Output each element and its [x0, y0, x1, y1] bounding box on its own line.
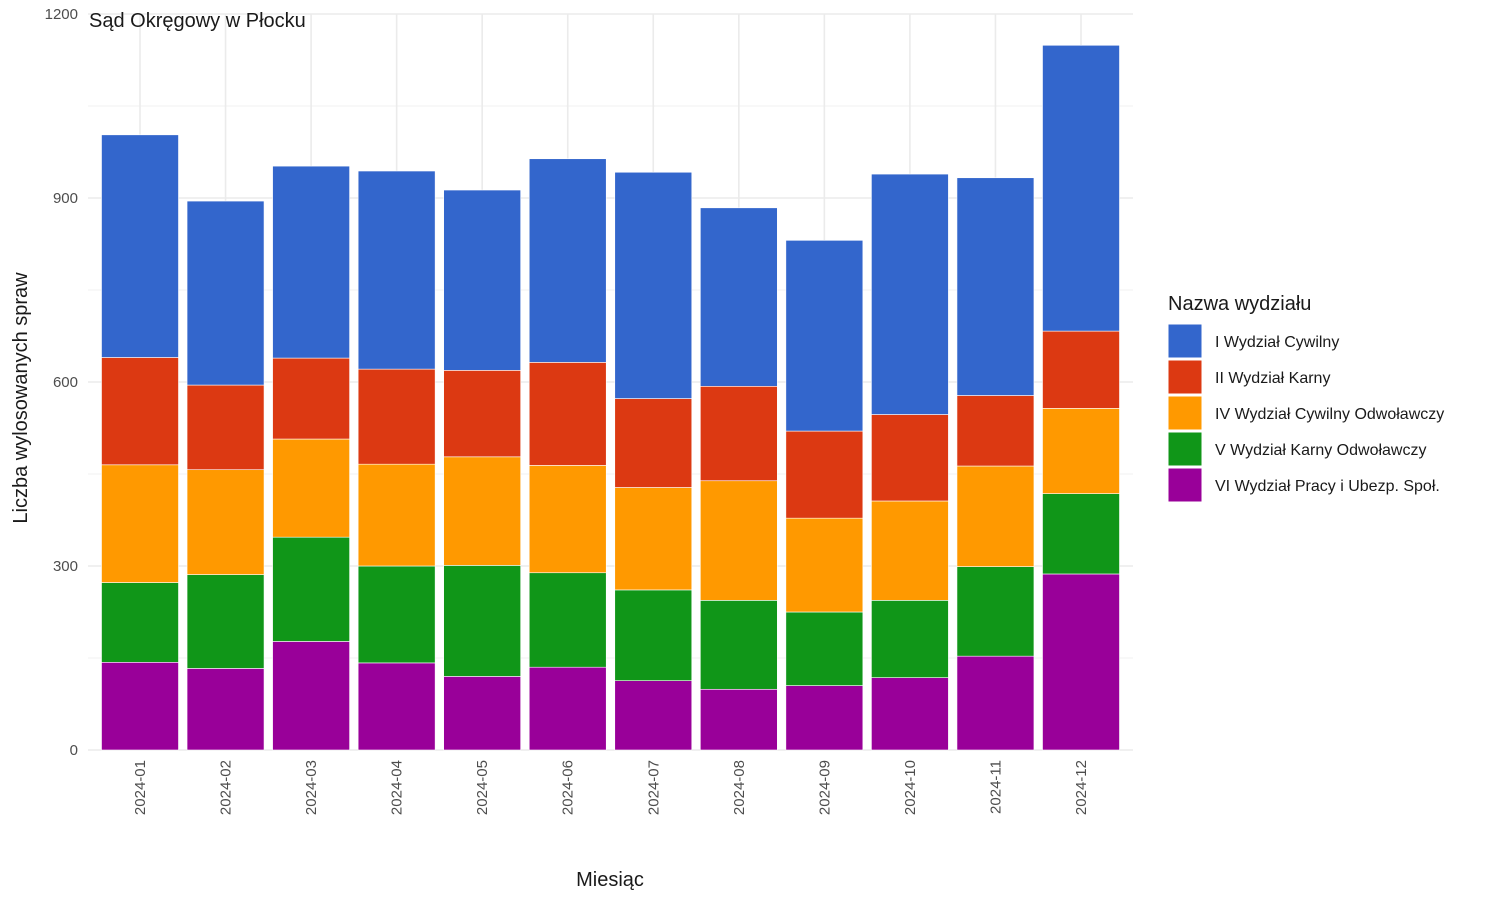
y-axis-title: Liczba wylosowanych spraw: [10, 272, 32, 524]
bar-segment: [1042, 493, 1120, 575]
bar-segment: [357, 565, 436, 664]
bar-segment: [528, 158, 607, 363]
legend-label: II Wydział Karny: [1215, 370, 1330, 387]
x-tick-label: 2024-01: [132, 760, 149, 815]
bar-segment: [785, 430, 864, 519]
bar-segment: [785, 685, 864, 751]
bar-segment: [443, 370, 521, 458]
bar-segment: [528, 465, 607, 574]
legend-key: [1167, 323, 1203, 359]
bar-segment: [956, 655, 1035, 751]
bar-segment: [700, 207, 778, 387]
legend-key: [1167, 395, 1203, 431]
bar-segment: [1042, 44, 1120, 332]
bar-segment: [614, 398, 693, 488]
legend-key: [1167, 467, 1203, 503]
y-tick-label: 600: [53, 374, 78, 391]
bar-segment: [357, 170, 436, 370]
bar-segment: [1042, 408, 1120, 494]
bar-segment: [1042, 330, 1120, 409]
x-tick-label: 2024-07: [645, 760, 662, 815]
x-axis: 2024-01 2024-02 2024-03 2024-04 2024-05 2024-…: [132, 760, 1090, 815]
bar-segment: [871, 500, 949, 601]
bar-segment: [956, 566, 1035, 657]
bar-segment: [871, 173, 949, 415]
bar-segment: [614, 680, 693, 751]
bar-segment: [357, 662, 436, 751]
bar-segment: [443, 189, 521, 371]
bar-segment: [785, 517, 864, 613]
x-tick-label: 2024-02: [218, 760, 235, 815]
bar-segment: [614, 589, 693, 681]
bar-segment: [785, 611, 864, 686]
bar-segment: [614, 487, 693, 591]
bar-segment: [186, 200, 265, 386]
bar-segment: [101, 134, 179, 358]
bar-segment: [272, 536, 350, 642]
bar-segment: [700, 688, 778, 751]
legend-key: [1167, 359, 1203, 395]
x-tick-label: 2024-12: [1073, 760, 1090, 815]
y-axis: 0 300 600 900 1200: [45, 6, 78, 759]
bar-segment: [528, 572, 607, 668]
y-tick-label: 300: [53, 558, 78, 575]
x-tick-label: 2024-08: [731, 760, 748, 815]
bar-segment: [528, 666, 607, 751]
bar-segment: [272, 641, 350, 751]
legend-key: [1167, 431, 1203, 467]
y-tick-label: 1200: [45, 6, 78, 23]
x-tick-label: 2024-03: [303, 760, 320, 815]
bar-segment: [785, 240, 864, 432]
bar-segment: [186, 574, 265, 669]
bar-segment: [186, 668, 265, 751]
x-tick-label: 2024-06: [560, 760, 577, 815]
x-axis-title: Miesiąc: [576, 869, 644, 891]
bar-segment: [357, 368, 436, 465]
bar-segment: [186, 384, 265, 471]
x-tick-label: 2024-09: [816, 760, 833, 815]
bar-segment: [528, 362, 607, 466]
legend-label: I Wydział Cywilny: [1215, 334, 1339, 351]
bar-segment: [956, 177, 1035, 396]
bar-segment: [101, 661, 179, 751]
bar-segment: [443, 565, 521, 677]
bar-segment: [186, 469, 265, 575]
bar-segment: [700, 385, 778, 482]
bar-segment: [956, 465, 1035, 567]
bar-segment: [956, 395, 1035, 467]
bar-segment: [700, 600, 778, 690]
bar-segment: [871, 677, 949, 751]
legend-title: Nazwa wydziału: [1168, 293, 1311, 315]
chart-title: Sąd Okręgowy w Płocku: [89, 10, 306, 32]
bar-segment: [700, 480, 778, 601]
y-tick-label: 0: [70, 742, 78, 759]
x-tick-label: 2024-04: [389, 760, 406, 815]
bar-segment: [357, 463, 436, 567]
bar-segment: [272, 438, 350, 538]
x-tick-label: 2024-05: [474, 760, 491, 815]
bar-segment: [871, 414, 949, 502]
bar-segment: [101, 357, 179, 466]
bar-segment: [272, 165, 350, 359]
bars: [101, 44, 1120, 751]
legend-label: V Wydział Karny Odwoławczy: [1215, 442, 1426, 459]
bar-segment: [101, 582, 179, 663]
bar-segment: [272, 357, 350, 440]
legend-label: IV Wydział Cywilny Odwoławczy: [1215, 406, 1444, 423]
bar-segment: [614, 171, 693, 399]
bar-segment: [443, 456, 521, 566]
bar-segment: [101, 464, 179, 583]
legend: Nazwa wydziału I Wydział Cywilny II Wydzi…: [1167, 293, 1444, 503]
legend-label: VI Wydział Pracy i Ubezp. Społ.: [1215, 478, 1440, 495]
bar-segment: [1042, 573, 1120, 751]
bar-segment: [871, 600, 949, 678]
x-tick-label: 2024-11: [987, 760, 1004, 814]
bar-segment: [443, 676, 521, 751]
x-tick-label: 2024-10: [902, 760, 919, 815]
y-tick-label: 900: [53, 190, 78, 207]
